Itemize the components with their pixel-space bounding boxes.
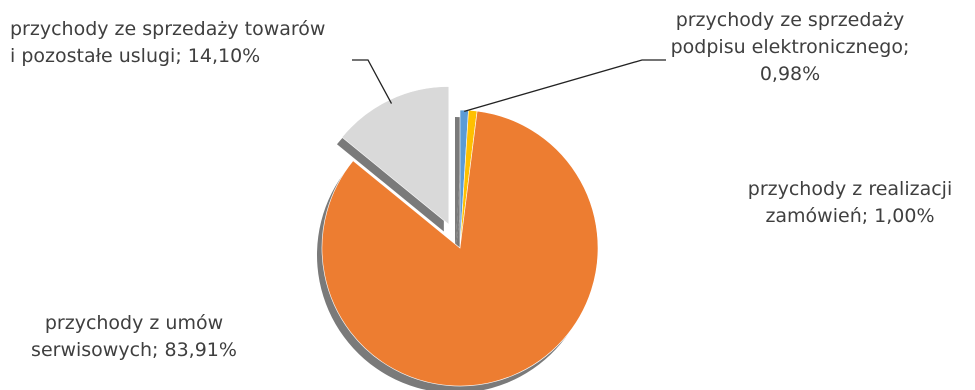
- data-label-zamowien: przychody z realizacji zamówień; 1,00%: [728, 176, 972, 230]
- data-label-podpis-line-2: podpisu elektronicznego;: [670, 36, 910, 58]
- data-label-podpis-line-1: przychody ze sprzedaży: [675, 9, 905, 31]
- data-label-towary: przychody ze sprzedaży towarów i pozosta…: [10, 16, 325, 70]
- data-label-umowy-line-1: przychody z umów: [44, 312, 224, 334]
- data-label-podpis-line-3: 0,98%: [759, 63, 821, 85]
- slice-umowy: [321, 110, 599, 387]
- leader-line-podpis: [464, 59, 666, 113]
- data-label-towary-line-1: przychody ze sprzedaży towarów: [10, 18, 326, 40]
- leader-line-towary: [352, 59, 393, 104]
- data-label-podpis: przychody ze sprzedaży podpisu elektroni…: [660, 7, 920, 88]
- data-label-zamowien-line-1: przychody z realizacji: [747, 178, 953, 200]
- data-label-towary-line-2: i pozostałe uslugi; 14,10%: [10, 45, 261, 67]
- leader-lines: [352, 59, 666, 113]
- data-label-umowy: przychody z umów serwisowych; 83,91%: [14, 310, 254, 364]
- data-label-zamowien-line-2: zamówień; 1,00%: [765, 205, 935, 227]
- pie-slices: [321, 86, 599, 387]
- data-label-umowy-line-2: serwisowych; 83,91%: [31, 339, 237, 361]
